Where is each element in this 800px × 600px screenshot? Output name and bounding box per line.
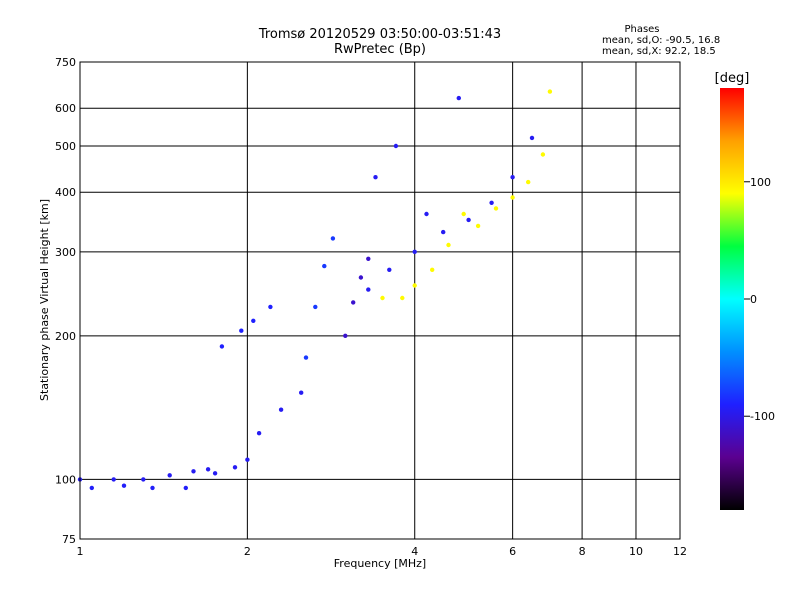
data-point	[456, 95, 461, 101]
data-point	[466, 217, 471, 223]
chart-title: Tromsø 20120529 03:50:00-03:51:43	[258, 27, 501, 42]
x-tick-label: 4	[411, 545, 418, 558]
x-tick-label: 8	[579, 545, 586, 558]
series-o-mode-upper-traces	[373, 95, 461, 217]
data-point	[400, 295, 405, 301]
data-point	[510, 195, 515, 200]
series-o-mode-spread-f-3-0-3-3-mhz	[343, 256, 371, 338]
colorbar-tick-label: 0	[750, 293, 757, 306]
y-tick-label: 400	[55, 186, 76, 199]
colorbar-tick-label: -100	[750, 410, 775, 423]
data-point	[322, 263, 327, 269]
x-tick-label: 12	[673, 545, 687, 558]
data-points	[77, 89, 553, 491]
colorbar	[720, 88, 744, 510]
data-point	[343, 333, 348, 338]
y-axis-label: Stationary phase Virtual Height [km]	[38, 199, 51, 401]
data-point	[239, 328, 244, 333]
data-point	[526, 179, 531, 185]
data-point	[141, 477, 146, 482]
x-axis-ticks: 1 2 4 6 8 10 12	[77, 545, 688, 558]
data-point	[256, 431, 262, 436]
data-point	[205, 467, 211, 472]
colorbar-tick-label: 100	[750, 176, 771, 189]
data-point	[373, 175, 378, 180]
colorbar-label: [deg]	[715, 71, 750, 86]
data-point	[441, 229, 446, 235]
data-point	[387, 267, 392, 272]
data-point	[313, 304, 318, 310]
y-tick-label: 75	[62, 533, 76, 546]
y-tick-label: 300	[55, 246, 76, 259]
series-o-mode-rising-trace	[212, 390, 304, 476]
data-point	[303, 355, 309, 360]
x-tick-label: 2	[244, 545, 251, 558]
data-point	[461, 211, 466, 217]
data-point	[489, 200, 494, 205]
y-axis-ticks: 75 100 200 300 400 500 600 750	[55, 56, 76, 546]
series-o-mode-e-region-scatter	[219, 304, 273, 349]
data-point	[493, 206, 499, 211]
data-point	[299, 390, 304, 395]
series-o-mode-lower-branch	[89, 483, 188, 491]
data-point	[268, 304, 273, 310]
grid-lines	[80, 62, 680, 539]
data-point	[475, 223, 481, 229]
data-point	[191, 469, 196, 474]
y-tick-label: 200	[55, 330, 76, 343]
y-tick-label: 750	[55, 56, 76, 69]
data-point	[121, 483, 127, 488]
y-tick-label: 500	[55, 140, 76, 153]
x-tick-label: 10	[629, 545, 643, 558]
phase-stats-title: Phases	[624, 24, 659, 35]
data-point	[150, 485, 155, 491]
data-point	[446, 242, 451, 248]
data-point	[111, 477, 116, 482]
series-o-mode-f-trace	[366, 135, 535, 292]
data-point	[219, 344, 225, 349]
data-point	[245, 457, 250, 462]
data-point	[540, 152, 546, 157]
data-point	[412, 283, 417, 288]
data-point	[366, 256, 371, 261]
data-point	[412, 249, 417, 254]
series-x-mode-f-trace	[380, 89, 553, 301]
data-point	[212, 471, 218, 476]
data-point	[351, 300, 356, 305]
x-tick-label: 1	[77, 545, 84, 558]
y-tick-label: 100	[55, 473, 76, 486]
colorbar-ticks: 100 0 -100	[744, 176, 775, 423]
plot-frame	[79, 61, 681, 540]
chart-subtitle: RwPretec (Bp)	[334, 42, 426, 57]
data-point	[430, 267, 435, 272]
data-point	[251, 318, 256, 323]
data-point	[167, 473, 172, 478]
data-point	[366, 287, 371, 292]
phase-stats-x: mean, sd,X: 92.2, 18.5	[602, 46, 716, 57]
phase-stats-o: mean, sd,O: -90.5, 16.8	[602, 35, 720, 46]
data-point	[393, 143, 399, 149]
data-point	[89, 485, 95, 491]
series-o-mode-spread-f-2-5-2-9-mhz	[303, 236, 336, 360]
y-tick-label: 600	[55, 102, 76, 115]
data-point	[424, 211, 429, 217]
data-point	[510, 175, 515, 180]
data-point	[547, 89, 553, 94]
data-point	[380, 295, 385, 301]
x-axis-label: Frequency [MHz]	[334, 557, 426, 570]
data-point	[529, 135, 535, 141]
data-point	[183, 485, 188, 491]
x-tick-label: 6	[509, 545, 516, 558]
data-point	[358, 275, 364, 280]
data-point	[232, 465, 238, 470]
data-point	[330, 236, 336, 241]
data-point	[278, 407, 284, 412]
